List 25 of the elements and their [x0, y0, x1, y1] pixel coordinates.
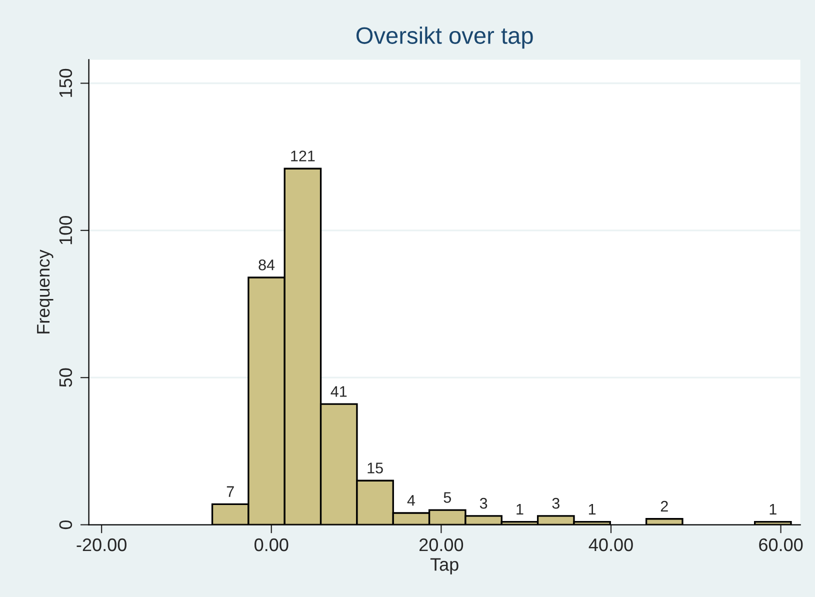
chart-title: Oversikt over tap: [356, 26, 533, 49]
data-label: 5: [444, 492, 451, 503]
data-label: 1: [516, 504, 524, 514]
x-tick-label: 20.00: [420, 538, 464, 552]
data-label: 2: [660, 500, 668, 512]
x-tick-label: -20.00: [76, 538, 126, 552]
data-label: 1: [588, 504, 596, 514]
data-label: 1: [770, 504, 776, 514]
data-label: 15: [368, 462, 383, 474]
y-tick-label: 100: [59, 216, 72, 244]
x-tick-label: 0.00: [254, 538, 288, 552]
data-label: 121: [291, 150, 315, 162]
data-label: 3: [480, 498, 488, 509]
y-tick-label: 150: [59, 68, 72, 97]
x-tick-label: 60.00: [759, 538, 803, 552]
data-label: 84: [258, 260, 275, 270]
data-label: 4: [407, 495, 416, 506]
x-tick-label: 40.00: [588, 538, 633, 552]
y-tick-label: 50: [59, 368, 72, 387]
data-label: 41: [330, 386, 347, 397]
y-axis-title: Frequency: [37, 250, 54, 334]
x-axis-title: Tap: [430, 558, 458, 574]
data-label: 7: [226, 486, 234, 497]
y-tick-label: 0: [59, 520, 72, 530]
data-label: 3: [552, 498, 560, 509]
